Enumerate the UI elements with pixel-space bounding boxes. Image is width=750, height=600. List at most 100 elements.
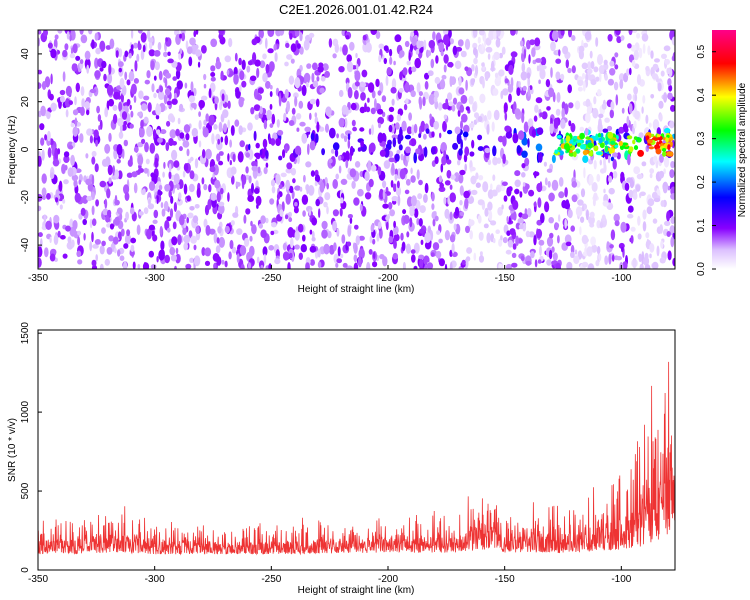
heatmap-hotspot — [637, 149, 644, 157]
heatmap-cell — [316, 121, 320, 133]
heatmap-cell — [566, 261, 573, 269]
heatmap-cell — [651, 261, 659, 269]
heatmap-cell — [189, 257, 195, 263]
heatmap-cell — [357, 188, 364, 197]
heatmap-cell — [568, 120, 572, 127]
heatmap-cell — [447, 61, 454, 68]
heatmap-cell — [175, 128, 180, 137]
heatmap-cell — [332, 53, 337, 59]
heatmap-cell — [164, 77, 168, 89]
heatmap-cell — [74, 117, 78, 128]
heatmap-cell — [201, 177, 205, 185]
heatmap-cell — [457, 39, 464, 47]
heatmap-cell — [290, 43, 297, 53]
heatmap-cell — [635, 184, 641, 192]
heatmap-cell — [663, 168, 666, 175]
heatmap-cell — [427, 70, 434, 77]
heatmap-cell — [163, 94, 168, 105]
heatmap-cell — [308, 185, 315, 196]
heatmap-cell — [458, 87, 465, 95]
heatmap-cell — [79, 30, 84, 35]
heatmap-cell — [558, 214, 561, 222]
heatmap-cell — [182, 140, 190, 148]
heatmap-cell — [405, 81, 410, 92]
heatmap-cell — [616, 36, 622, 44]
heatmap-cell — [469, 230, 474, 240]
heatmap-cell — [436, 230, 441, 236]
heatmap-hotspot — [626, 135, 633, 140]
heatmap-cell — [131, 171, 138, 178]
heatmap-cell — [372, 238, 376, 245]
heatmap-cell — [309, 229, 313, 235]
heatmap-cell — [579, 226, 582, 236]
heatmap-cell — [629, 179, 635, 189]
heatmap-cell — [414, 208, 419, 219]
heatmap-cell — [550, 41, 556, 52]
heatmap-cell — [500, 235, 503, 241]
heatmap-cell — [502, 237, 508, 244]
heatmap-cell — [268, 61, 275, 72]
heatmap-cell — [501, 204, 504, 210]
heatmap-cell — [95, 254, 98, 262]
heatmap-cell — [79, 59, 84, 65]
heatmap-hotspot — [618, 140, 623, 147]
heatmap-cell — [230, 166, 237, 175]
heatmap-cell — [638, 253, 642, 263]
heatmap-cell — [452, 142, 459, 150]
heatmap-cell — [97, 114, 102, 122]
heatmap-cell — [444, 180, 451, 186]
heatmap-cell — [587, 61, 592, 70]
heatmap-cell — [399, 168, 406, 180]
heatmap-cell — [531, 129, 537, 138]
heatmap-cell — [336, 228, 340, 237]
heatmap-cell — [521, 213, 529, 220]
heatmap-cell — [249, 235, 253, 242]
heatmap-cell — [299, 32, 303, 42]
heatmap-cell — [593, 96, 597, 105]
snr-x-label: Height of straight line (km) — [298, 585, 415, 596]
heatmap-cell — [469, 122, 475, 129]
heatmap-cell — [590, 236, 596, 246]
heatmap-cell — [330, 156, 336, 167]
heatmap-cell — [495, 38, 501, 48]
heatmap-cell — [479, 93, 486, 104]
heatmap-cell — [486, 232, 491, 244]
heatmap-cell — [106, 84, 114, 96]
heatmap-cell — [239, 70, 245, 81]
heatmap-cell — [633, 101, 637, 112]
heatmap-cell — [210, 72, 216, 77]
heatmap-cell — [314, 181, 318, 187]
heatmap-cell — [187, 212, 194, 219]
heatmap-cell — [323, 201, 328, 208]
heatmap-cell — [259, 149, 263, 156]
heatmap-cell — [448, 101, 454, 107]
heatmap-cell — [410, 167, 413, 175]
heatmap-cell — [590, 79, 597, 86]
heatmap-cell — [646, 206, 653, 215]
heatmap-cell — [544, 177, 548, 186]
heatmap-cell — [598, 71, 602, 83]
heatmap-cell — [647, 198, 655, 207]
heatmap-cell — [527, 138, 530, 148]
heatmap-cell — [238, 57, 242, 66]
heatmap-cell — [270, 138, 276, 146]
heatmap-cell — [383, 57, 387, 65]
heatmap-cell — [136, 224, 141, 236]
heatmap-cell — [636, 74, 642, 86]
heatmap-cell — [216, 191, 221, 203]
heatmap-cell — [603, 59, 608, 65]
heatmap-cell — [294, 185, 301, 191]
heatmap-cell — [492, 145, 497, 157]
heatmap-cell — [632, 125, 635, 135]
colorbar-label: Normalized spectral amplitude — [737, 82, 748, 217]
heatmap-cell — [278, 30, 285, 36]
heatmap-cell — [558, 191, 565, 199]
heatmap-cell — [453, 223, 457, 231]
heatmap-cell — [510, 30, 516, 36]
heatmap-cell — [370, 30, 377, 35]
heatmap-cell — [654, 58, 660, 63]
heatmap-cell — [391, 195, 399, 202]
heatmap-cell — [269, 103, 273, 110]
heatmap-cell — [120, 228, 125, 237]
heatmap-cell — [43, 30, 48, 37]
